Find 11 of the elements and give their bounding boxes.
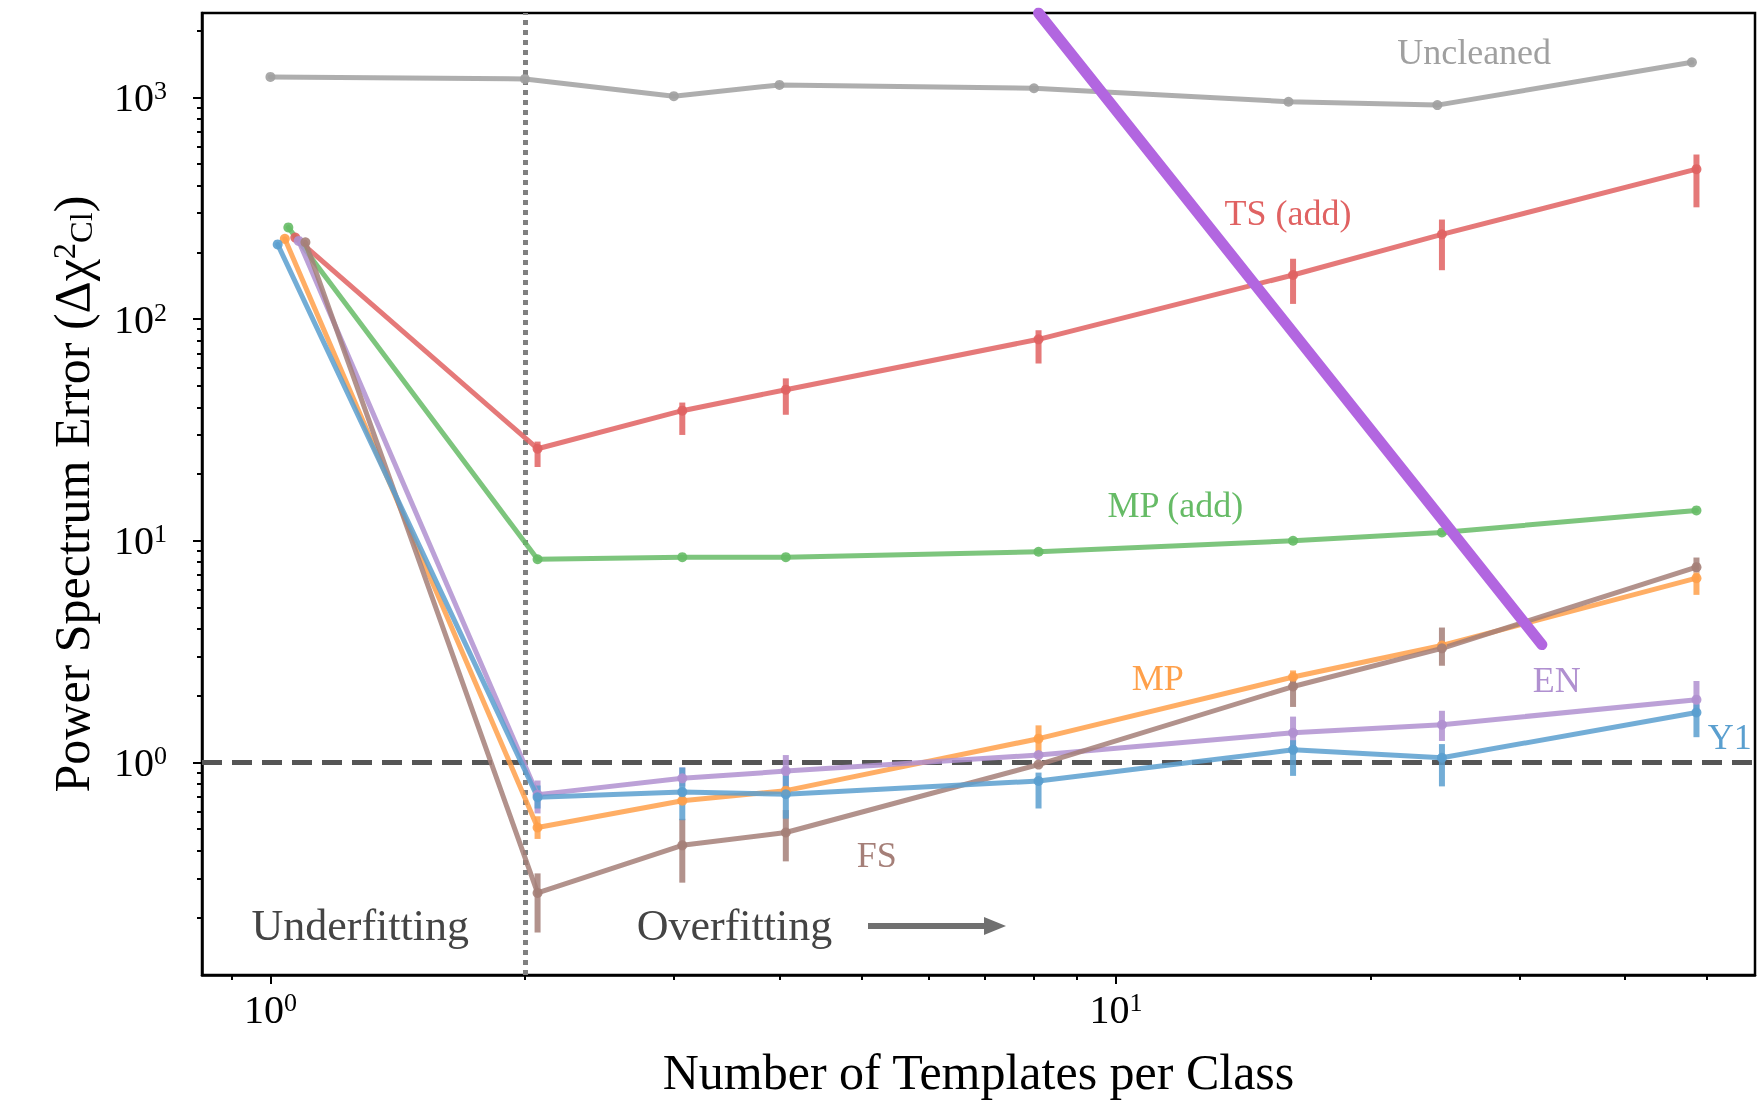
series-label: MP — [1131, 658, 1184, 699]
annotation: Overfitting — [636, 901, 833, 951]
series-label: TS (add) — [1224, 193, 1352, 234]
series-label: EN — [1532, 660, 1581, 701]
annotation: Underfitting — [251, 901, 469, 951]
series-label: FS — [856, 834, 897, 875]
series-label: Y1 — [1707, 717, 1752, 758]
series-label: Uncleaned — [1397, 32, 1552, 73]
x-axis-title: Number of Templates per Class — [662, 1044, 1295, 1100]
series-label: MP (add) — [1107, 484, 1244, 525]
y-axis-title: Power Spectrum Error (Δχ2Cl) — [44, 195, 100, 793]
